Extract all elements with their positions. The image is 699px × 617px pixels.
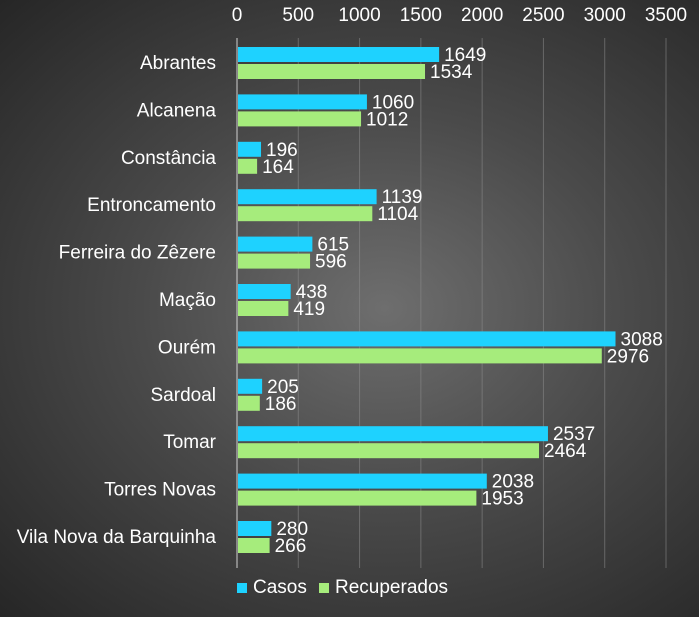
data-label: 1953 xyxy=(481,489,523,510)
bar-recuperados xyxy=(238,348,602,364)
category-label: Ourém xyxy=(158,337,216,358)
bar-casos xyxy=(238,284,291,299)
x-tick-label: 0 xyxy=(232,5,243,26)
category-label: Abrantes xyxy=(140,53,216,74)
bar-recuperados xyxy=(238,111,362,127)
bar-recuperados xyxy=(238,395,260,411)
data-label: 1649 xyxy=(444,45,486,66)
data-label: 1060 xyxy=(372,92,414,113)
legend-swatch-recuperados xyxy=(319,583,329,593)
category-labels: Abrantes Alcanena Constância Entroncamento F… xyxy=(17,53,217,548)
category-label: Alcanena xyxy=(137,100,217,121)
bar-casos xyxy=(238,189,377,205)
legend-label-recuperados: Recuperados xyxy=(335,577,448,598)
legend: Casos Recuperados xyxy=(237,577,448,598)
data-label: 205 xyxy=(267,377,299,398)
bar-casos xyxy=(238,426,548,442)
bar-casos xyxy=(238,236,313,252)
data-label: 596 xyxy=(315,252,347,273)
x-tick-label: 3000 xyxy=(584,5,626,26)
bar-casos xyxy=(238,473,487,489)
bar-casos xyxy=(238,47,440,62)
data-label: 196 xyxy=(266,140,298,161)
category-label: Entroncamento xyxy=(87,195,216,216)
bar-casos xyxy=(238,141,262,157)
data-label: 1139 xyxy=(382,187,423,208)
category-label: Sardoal xyxy=(151,385,217,406)
data-label: 1534 xyxy=(430,62,473,83)
bar-recuperados xyxy=(238,206,373,222)
x-tick-label: 2500 xyxy=(522,5,564,26)
data-label: 3088 xyxy=(621,329,663,350)
data-label: 2976 xyxy=(607,346,649,367)
data-label: 164 xyxy=(262,157,294,178)
bar-recuperados xyxy=(238,64,426,79)
bar-casos xyxy=(238,94,367,110)
category-label: Vila Nova da Barquinha xyxy=(17,527,217,548)
bar-recuperados xyxy=(238,538,270,553)
data-label: 438 xyxy=(296,282,328,303)
bar-recuperados xyxy=(238,158,258,174)
data-label: 186 xyxy=(265,394,297,415)
bars xyxy=(238,47,616,553)
bar-casos xyxy=(238,331,616,347)
data-label: 615 xyxy=(317,235,349,256)
bar-recuperados xyxy=(238,253,311,269)
x-tick-label: 1000 xyxy=(338,5,380,26)
bar-casos xyxy=(238,378,263,394)
data-label: 280 xyxy=(276,519,308,540)
data-label: 2537 xyxy=(553,424,595,445)
x-tick-label: 2000 xyxy=(461,5,503,26)
x-tick-label: 3500 xyxy=(645,5,687,26)
bar-casos xyxy=(238,521,272,536)
data-label: 419 xyxy=(293,299,325,320)
legend-label-casos: Casos xyxy=(253,577,307,598)
data-label: 1104 xyxy=(377,204,418,225)
data-label: 2464 xyxy=(544,441,587,462)
x-axis-ticks: 0 500 1000 1500 2000 2500 3000 3500 xyxy=(232,5,687,26)
data-label: 266 xyxy=(275,536,307,557)
bar-recuperados xyxy=(238,443,540,459)
category-label: Constância xyxy=(121,148,216,169)
x-tick-label: 500 xyxy=(282,5,314,26)
legend-swatch-casos xyxy=(237,583,247,593)
category-label: Ferreira do Zêzere xyxy=(59,243,216,264)
category-label: Torres Novas xyxy=(104,480,216,501)
data-label: 1012 xyxy=(366,109,408,130)
x-tick-label: 1500 xyxy=(400,5,442,26)
category-label: Tomar xyxy=(163,432,216,453)
bar-recuperados xyxy=(238,301,289,316)
bar-recuperados xyxy=(238,490,477,506)
data-label: 2038 xyxy=(492,472,534,493)
category-label: Mação xyxy=(159,290,216,311)
